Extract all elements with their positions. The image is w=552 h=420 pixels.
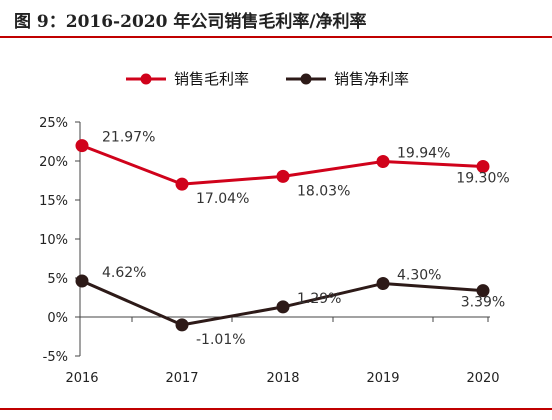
data-point [376,155,390,168]
y-tick-label: 5% [47,272,68,287]
y-tick-label: 10% [39,233,68,248]
data-label: 18.03% [297,183,350,199]
data-labels: 21.97% 17.04% 18.03% 19.94% 19.30% 4.62% -1.01… [102,130,510,348]
bottom-divider [0,408,552,410]
figure-title: 图 9：2016-2020 年公司销售毛利率/净利率 [14,12,367,32]
data-label: 1.29% [297,291,341,307]
data-label: 21.97% [102,130,155,146]
x-tick-label: 2017 [165,371,198,386]
x-tick-label: 2020 [466,371,499,386]
legend-swatch-marker-gross [140,73,152,85]
data-label: 4.30% [397,267,441,283]
legend-label-net: 销售净利率 [334,70,409,88]
data-point [276,169,290,183]
data-point [376,277,390,290]
data-label: 4.62% [102,265,146,281]
data-point [276,300,290,314]
data-point [175,318,189,332]
legend-swatch-marker-net [300,73,312,85]
y-tick-label: 25% [39,116,68,131]
data-label: 3.39% [461,295,505,311]
data-label: -1.01% [196,332,246,348]
data-label: 19.30% [456,170,509,186]
series [75,139,490,332]
legend-label-gross: 销售毛利率 [174,70,249,88]
x-tick-label: 2019 [366,371,399,386]
data-point [476,160,490,173]
y-tick-label: 15% [39,194,68,209]
data-label: 17.04% [196,191,249,207]
y-tick-label: -5% [43,350,68,365]
data-label: 19.94% [397,145,450,161]
legend: 销售毛利率 销售净利率 [126,70,409,88]
title-divider [0,36,552,38]
x-tick-label: 2016 [65,371,98,386]
axes: -5% 0% 5% 10% 15% 20% 25% 2016 2017 2018 2019 2020 [39,116,499,386]
x-tick-label: 2018 [266,371,299,386]
y-tick-label: 0% [47,311,68,326]
data-point [75,274,89,288]
data-point [476,284,490,298]
data-point [75,139,89,153]
data-point [175,177,189,191]
y-tick-label: 20% [39,155,68,170]
